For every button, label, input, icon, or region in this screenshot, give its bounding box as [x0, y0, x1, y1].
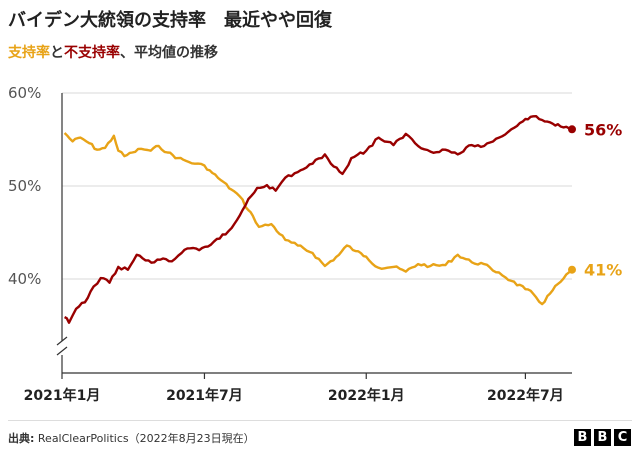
- disapprove-end-label: 56%: [584, 120, 622, 139]
- source-text: RealClearPolitics（2022年8月23日現在）: [34, 432, 255, 445]
- y-tick-label: 50%: [8, 177, 41, 195]
- approve-end-dot: [568, 265, 576, 274]
- axis-break-mark: [56, 346, 68, 356]
- approve-end-label: 41%: [584, 261, 622, 280]
- x-tick-label: 2022年1月: [328, 387, 405, 404]
- disapprove-end-dot: [568, 125, 576, 134]
- bbc-logo-block: B: [594, 429, 611, 446]
- x-tick-label: 2022年7月: [487, 387, 564, 404]
- y-tick-label: 60%: [8, 84, 41, 102]
- subtitle-connector: と: [50, 45, 64, 61]
- bbc-logo-block: C: [614, 429, 631, 446]
- source-note: 出典: RealClearPolitics（2022年8月23日現在）: [8, 430, 255, 446]
- subtitle-approve: 支持率: [8, 45, 50, 61]
- approve-line: [63, 132, 573, 306]
- approval-line-chart: 40% 50% 60% 2021年1月 2021年7月 2022年1月 2022年7月 41%…: [8, 84, 622, 404]
- bbc-logo: B B C: [574, 429, 631, 446]
- x-tick-label: 2021年1月: [24, 387, 101, 404]
- y-tick-label: 40%: [8, 270, 41, 288]
- chart-title: バイデン大統領の支持率 最近やや回復: [8, 10, 332, 31]
- chart-subtitle: 支持率と不支持率、平均値の推移: [8, 42, 218, 62]
- x-tick-label: 2021年7月: [166, 387, 243, 404]
- disapprove-line: [64, 115, 573, 324]
- bbc-logo-block: B: [574, 429, 591, 446]
- footer-divider: [8, 420, 632, 421]
- axis-break-mark: [56, 336, 68, 346]
- subtitle-rest: 、平均値の推移: [120, 45, 218, 61]
- subtitle-disapprove: 不支持率: [64, 45, 120, 61]
- source-label: 出典:: [8, 432, 35, 445]
